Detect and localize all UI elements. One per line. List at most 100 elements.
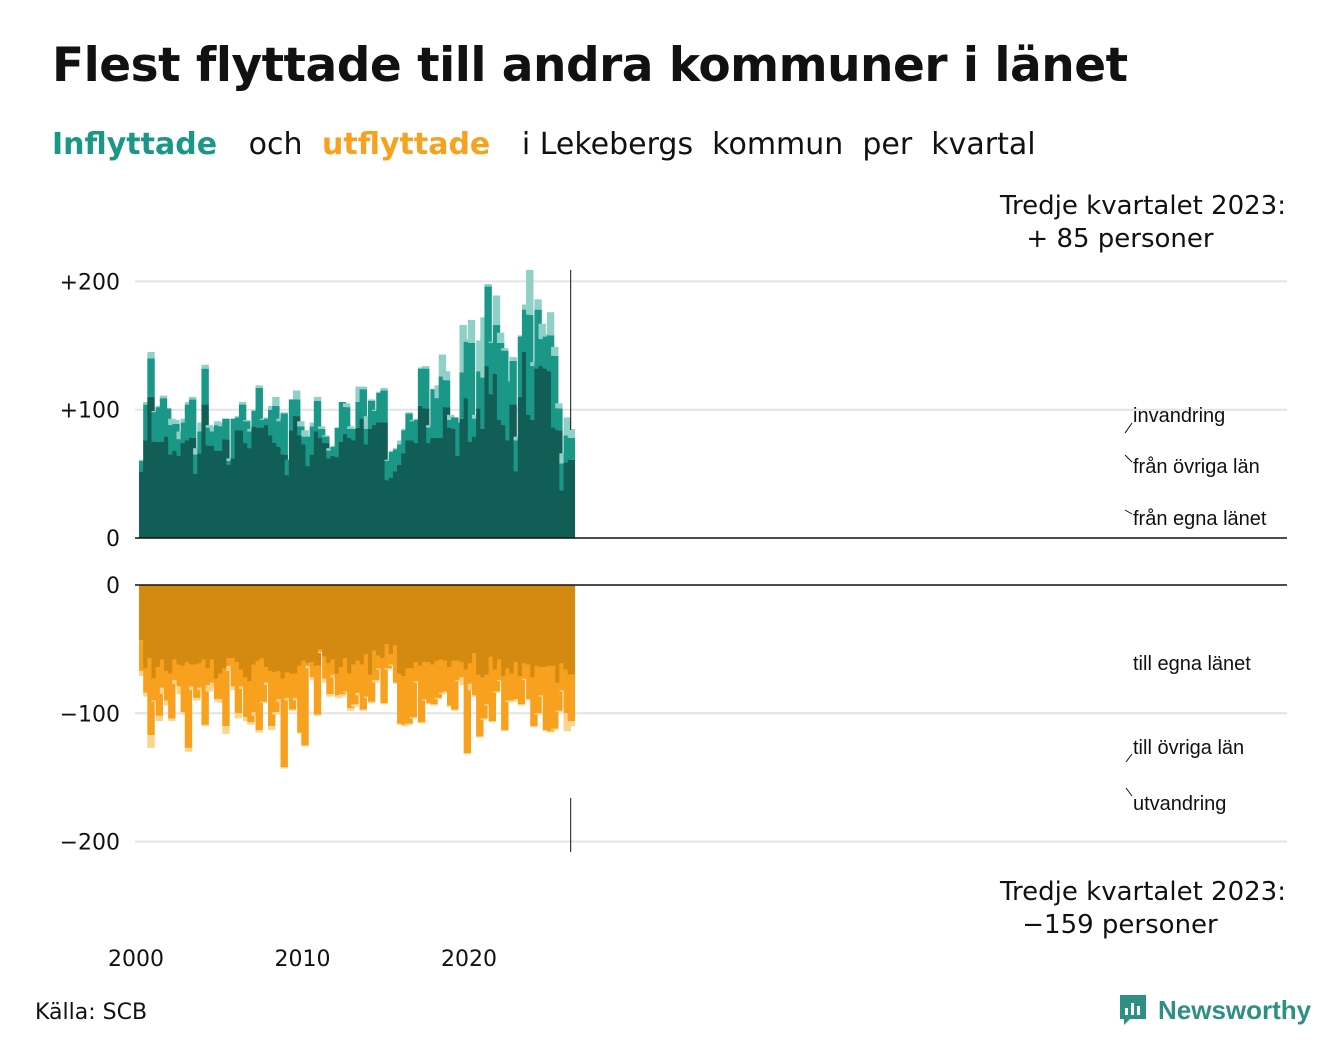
y-tick-label: 0 [106,527,120,552]
bar-out [355,585,363,661]
bar-in [546,335,555,372]
bar-out [205,685,213,692]
bar-out [476,585,484,675]
bar-out [484,674,492,705]
bar-in [201,404,209,538]
bar-in [280,454,288,538]
bar-in [184,404,193,441]
bar-out [509,585,517,674]
bar-out [363,696,372,698]
bar-in [517,396,526,538]
bar-in [301,430,309,437]
bar-out [251,585,259,665]
bar-out [330,659,338,675]
bar-out [555,710,563,713]
bar-in [342,434,351,538]
bar-out [488,720,497,723]
bar-out [542,585,551,668]
bar-in [139,459,147,462]
bar-out [513,699,521,701]
bar-in [172,423,180,451]
bar-in [180,422,189,444]
bar-in [492,295,501,326]
bar-out [559,585,567,664]
bar-in [530,366,538,420]
bar-out [143,692,151,697]
bar-out [422,699,430,701]
bar-in [380,390,388,423]
bar-in [288,430,297,538]
bar-out [509,700,517,702]
bar-out [230,585,238,659]
bar-out [213,585,222,679]
bar-out [367,585,376,675]
bar-in [230,458,238,538]
bar-in [342,403,351,408]
bar-out [230,658,238,687]
bar-out [517,585,526,677]
bar-out [459,677,467,686]
bar-in [251,426,259,538]
bar-out [234,713,243,719]
bar-in [488,342,497,395]
bar-out [484,585,492,675]
bar-out [288,585,297,674]
bar-in [355,402,363,428]
bar-in [538,339,546,367]
bar-in [376,391,384,394]
bar-out [517,704,526,706]
bar-out [326,663,334,695]
bar-in [484,366,492,538]
bar-in [471,436,480,538]
bar-in [309,422,318,427]
bar-in [380,387,388,391]
bar-out [243,585,251,678]
bar-in [455,422,463,456]
bar-in [213,421,222,426]
bar-out [297,732,305,734]
bar-out [463,753,472,755]
bar-in [272,405,280,444]
bar-in [476,371,484,409]
bar-in [330,455,338,538]
bar-out [376,668,384,670]
bar-out [209,659,218,683]
bar-in [367,399,376,401]
bar-out [209,585,218,660]
y-tick-label: +100 [60,399,120,424]
bar-out [297,585,305,666]
bar-out [209,682,218,688]
bar-in [272,443,280,538]
bar-out [505,700,513,702]
bar-in [218,450,226,538]
bar-in [151,441,159,538]
bar-in [463,339,472,342]
bar-in [263,417,272,419]
bar-in [442,380,451,408]
bar-out [426,585,434,662]
bar-in [426,427,434,444]
bar-out [551,665,559,729]
bar-in [330,446,338,456]
bar-out [530,677,538,727]
bar-in [159,398,168,442]
bar-out [446,667,455,706]
bar-out [247,585,255,682]
bar-out [180,712,189,715]
bar-in [355,386,363,403]
bar-out [405,585,413,669]
bar-in [322,436,330,444]
bar-out [446,585,455,668]
bar-in [397,440,405,445]
bar-in [559,463,567,491]
label-leader [1124,454,1133,463]
bar-out [259,701,268,704]
bar-in [451,417,459,429]
bar-out [313,585,322,666]
bar-in [184,402,193,405]
bar-in [243,443,251,538]
bar-in [305,466,313,538]
label-leader [1124,422,1133,434]
bar-in [334,427,343,458]
bar-in [526,269,534,315]
